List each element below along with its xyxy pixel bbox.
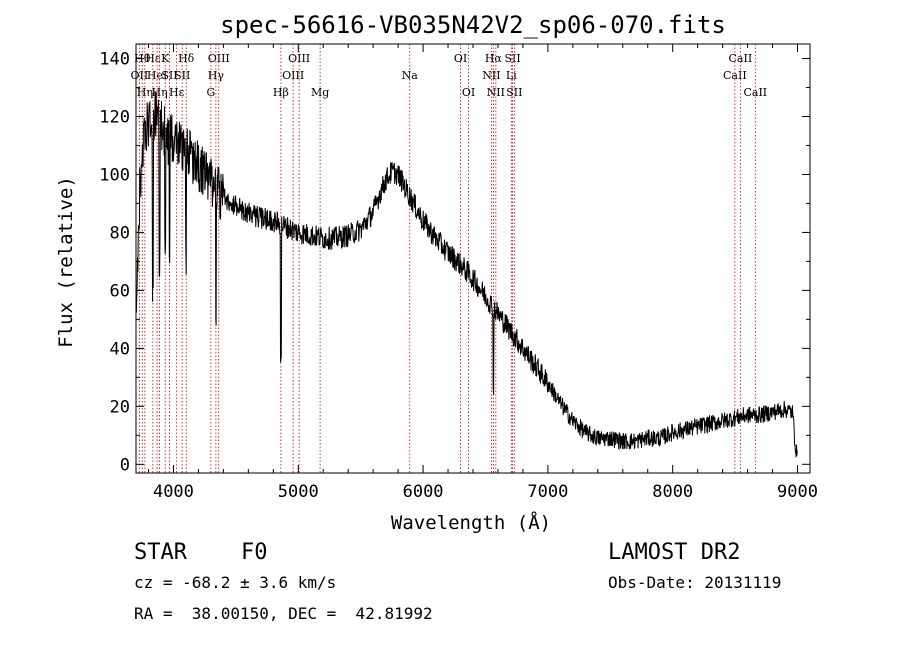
x-tick-label: 8000 (652, 482, 693, 502)
x-tick-label: 6000 (403, 482, 444, 502)
y-tick-label: 60 (110, 281, 130, 301)
line-marker-label: Li (506, 69, 517, 82)
line-marker-label: OIII (208, 52, 230, 65)
object-class: STAR (134, 540, 187, 565)
line-marker-label: NII (482, 69, 500, 82)
line-marker-label: Mg (311, 86, 329, 99)
line-marker-label: SII (174, 69, 190, 82)
x-tick-label: 7000 (527, 482, 568, 502)
line-marker-label: Hγ (208, 69, 225, 82)
line-marker-label: SII (161, 69, 177, 82)
line-marker-label: Hη (137, 86, 153, 99)
line-marker-label: CaII (743, 86, 767, 99)
line-marker-label: SII (504, 52, 520, 65)
line-marker-label: K (161, 52, 170, 65)
line-marker-label: Na (402, 69, 419, 82)
sky-coordinates: RA = 38.00150, DEC = 42.81992 (134, 604, 433, 623)
observation-date: Obs-Date: 20131119 (608, 573, 782, 592)
line-marker-label: OI (454, 52, 467, 65)
line-marker-label: SII (506, 86, 522, 99)
line-marker-label: Hδ (178, 52, 195, 65)
line-marker-label: Hε (169, 86, 185, 99)
line-marker-label: OI (462, 86, 475, 99)
line-marker-label: CaII (729, 52, 753, 65)
line-marker-label: Hβ (273, 86, 289, 99)
x-tick-label: 9000 (777, 482, 818, 502)
x-tick-label: 5000 (278, 482, 319, 502)
plot-frame (135, 43, 811, 474)
chart-title: spec-56616-VB035N42V2_sp06-070.fits (220, 11, 726, 39)
y-axis-label: Flux (relative) (55, 176, 77, 348)
line-marker-label: HeI (147, 69, 167, 82)
y-tick-label: 100 (99, 165, 130, 185)
y-tick-label: 120 (99, 107, 130, 127)
y-tick-label: 40 (110, 339, 130, 359)
y-tick-label: 0 (120, 455, 130, 475)
y-tick-label: 80 (110, 223, 130, 243)
radial-velocity: cz = -68.2 ± 3.6 km/s (134, 573, 337, 592)
line-marker-label: Hα (485, 52, 503, 65)
line-marker-label: CaII (723, 69, 747, 82)
axis-ticks: 4000 5000 6000 7000 8000 9000 0 20 40 60 80 100 120 1… (99, 44, 818, 502)
line-marker-label: Hε (145, 52, 161, 65)
y-tick-label: 20 (110, 397, 130, 417)
object-subclass: F0 (241, 540, 268, 565)
line-marker-label: NII (487, 86, 505, 99)
survey-name: LAMOST DR2 (608, 540, 741, 565)
spectrum-line (135, 91, 798, 458)
line-marker-label: OIII (282, 69, 304, 82)
line-marker-label: G (206, 86, 215, 99)
line-marker-label: OIII (288, 52, 310, 65)
x-tick-label: 4000 (153, 482, 194, 502)
y-tick-label: 140 (99, 49, 130, 69)
line-marker-label: OII (131, 69, 149, 82)
x-axis-label: Wavelength (Å) (391, 511, 551, 534)
